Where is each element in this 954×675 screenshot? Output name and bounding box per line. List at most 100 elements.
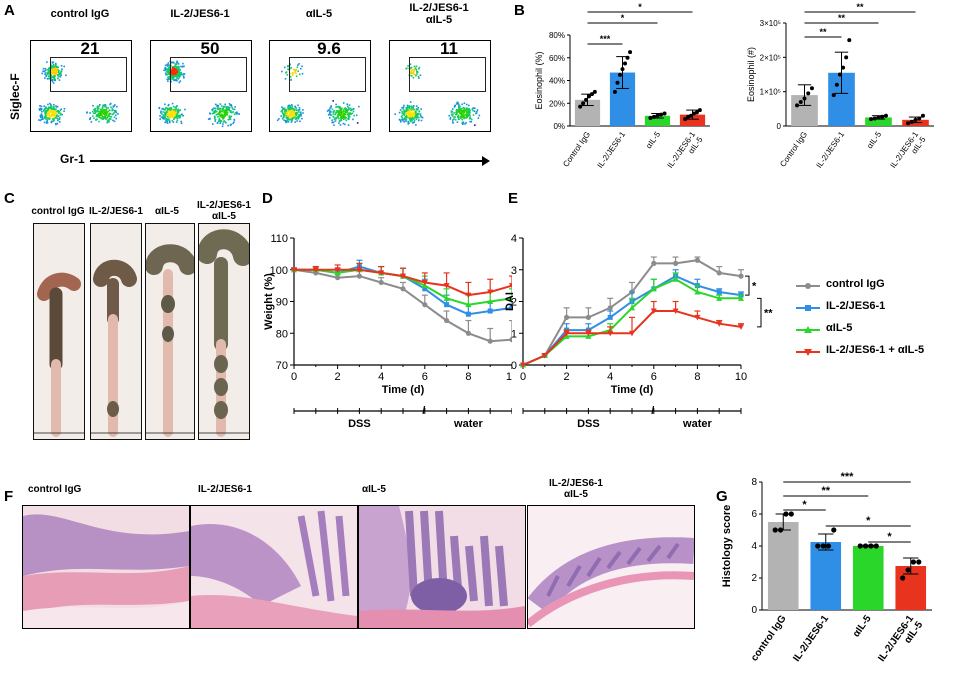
series-marker xyxy=(738,295,744,301)
flow-event-dot xyxy=(105,108,108,111)
flow-event-dot xyxy=(165,74,167,76)
flow-event-dot xyxy=(344,117,346,120)
flow-event-dot xyxy=(180,120,182,123)
flow-event-dot xyxy=(349,112,351,114)
data-point xyxy=(798,99,803,104)
flow-event-dot xyxy=(335,103,337,106)
flow-event-dot xyxy=(174,68,177,71)
flow-event-dot xyxy=(285,113,287,116)
series-marker xyxy=(356,267,363,273)
flow-event-dot xyxy=(46,61,48,63)
flow-event-dot xyxy=(467,112,469,114)
data-point xyxy=(905,567,911,573)
flow-event-dot xyxy=(233,108,236,111)
significance-label: * xyxy=(638,2,642,12)
flow-event-dot xyxy=(103,113,105,115)
flow-event-dot xyxy=(51,70,54,73)
flow-event-dot xyxy=(177,63,180,65)
flow-event-dot xyxy=(231,111,233,114)
flow-y-label: Siglec-F xyxy=(8,73,22,120)
flow-event-dot xyxy=(48,71,50,73)
flow-event-dot xyxy=(49,102,51,105)
flow-event-dot xyxy=(409,109,412,112)
flow-event-dot xyxy=(290,114,292,117)
flow-event-dot xyxy=(218,107,220,110)
flow-event-dot xyxy=(43,109,45,111)
flow-event-dot xyxy=(472,109,474,112)
flow-event-dot xyxy=(347,112,350,115)
flow-event-dot xyxy=(412,77,415,79)
flow-event-dot xyxy=(329,110,331,112)
flow-event-dot xyxy=(56,71,58,74)
flow-event-dot xyxy=(348,114,350,116)
flow-event-dot xyxy=(412,106,414,109)
flow-event-dot xyxy=(291,118,293,121)
series-marker xyxy=(563,330,570,337)
flow-event-dot xyxy=(409,120,412,123)
flow-event-dot xyxy=(409,111,411,114)
flow-event-dot xyxy=(51,108,53,111)
flow-event-dot xyxy=(57,115,60,118)
flow-event-dot xyxy=(173,110,176,112)
flow-event-dot xyxy=(105,110,108,112)
flow-event-dot xyxy=(416,113,419,116)
flow-event-dot xyxy=(228,115,231,117)
flow-event-dot xyxy=(216,107,219,110)
significance-label: * xyxy=(621,13,625,23)
flow-event-dot xyxy=(103,110,106,113)
flow-event-dot xyxy=(183,73,186,75)
series-marker xyxy=(487,338,493,344)
flow-event-dot xyxy=(284,108,287,111)
flow-event-dot xyxy=(478,114,481,117)
flow-event-dot xyxy=(228,103,231,105)
flow-event-dot xyxy=(342,102,345,104)
flow-event-dot xyxy=(219,111,222,113)
flow-event-dot xyxy=(168,116,170,118)
flow-event-dot xyxy=(292,72,294,74)
flow-event-dot xyxy=(292,68,295,71)
flow-event-dot xyxy=(172,105,175,108)
flow-event-dot xyxy=(413,108,415,111)
colon-drawing-2 xyxy=(91,259,141,437)
panel-label-b: B xyxy=(514,2,525,19)
flow-event-dot xyxy=(101,118,104,120)
flow-event-dot xyxy=(177,115,180,117)
flow-event-dot xyxy=(343,113,345,116)
flow-event-dot xyxy=(103,112,106,114)
x-tick-label-line1: IL-2/JES6-1 xyxy=(596,130,628,170)
colon-title-3: αIL-5 xyxy=(155,206,179,217)
flow-event-dot xyxy=(294,70,297,72)
flow-event-dot xyxy=(289,108,292,111)
flow-event-dot xyxy=(112,119,114,122)
flow-event-dot xyxy=(409,63,412,65)
y-tick-label: 80% xyxy=(549,31,565,40)
flow-event-dot xyxy=(216,113,219,116)
flow-event-dot xyxy=(224,113,227,116)
flow-event-dot xyxy=(96,118,98,121)
flow-event-dot xyxy=(179,75,182,77)
y-tick-label: 8 xyxy=(751,477,757,488)
series-marker xyxy=(607,305,613,311)
colon-title-4-line2: αIL-5 xyxy=(212,211,236,222)
flow-event-dot xyxy=(57,68,59,71)
flow-event-dot xyxy=(358,105,360,108)
x-tick-label-line1: control IgG xyxy=(749,613,789,663)
flow-event-dot xyxy=(289,75,291,78)
data-point xyxy=(825,543,832,549)
flow-event-dot xyxy=(94,110,96,112)
flow-event-dot xyxy=(288,104,290,107)
flow-percent-4: 11 xyxy=(440,39,458,58)
flow-event-dot xyxy=(176,70,179,72)
x-axis-label: Time (d) xyxy=(382,384,425,396)
flow-event-dot xyxy=(53,108,55,111)
flow-event-dot xyxy=(469,117,471,119)
flow-title-3: αIL-5 xyxy=(305,8,333,20)
flow-event-dot xyxy=(176,116,178,118)
flow-event-dot xyxy=(96,114,99,116)
flow-event-dot xyxy=(176,73,179,76)
flow-event-dot xyxy=(418,66,421,69)
x-tick-label: αIL-5 xyxy=(851,613,874,639)
flow-event-dot xyxy=(226,106,228,108)
flow-event-dot xyxy=(55,66,58,69)
flow-gate-4 xyxy=(409,57,486,92)
